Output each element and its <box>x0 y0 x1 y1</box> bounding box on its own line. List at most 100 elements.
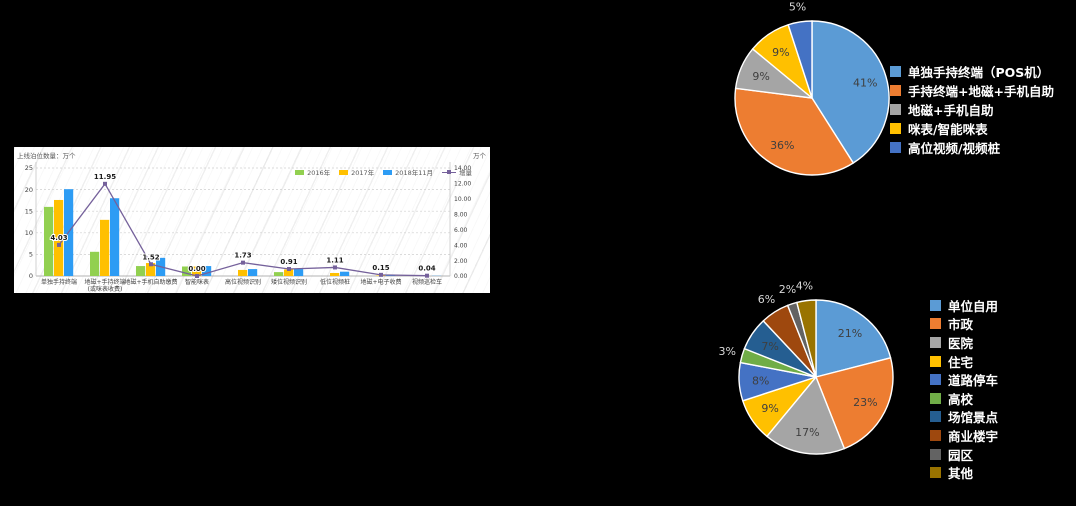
legend-swatch <box>890 104 901 115</box>
pie-slice-1 <box>815 357 894 450</box>
legend-item: 商业楼宇 <box>930 426 998 445</box>
right-axis-tick: 12.00 <box>454 181 471 188</box>
pie-percent-label: 36% <box>770 139 794 152</box>
combo-legend-item: 2017年 <box>339 167 374 177</box>
bar-0 <box>136 266 146 276</box>
legend-label: 2018年11月 <box>395 169 433 177</box>
right-axis-tick: 6.00 <box>454 227 468 234</box>
right-axis-tick: 0.00 <box>454 273 468 280</box>
x-category-label: 高位视频识别 <box>225 278 261 286</box>
right-axis-tick: 14.00 <box>454 165 471 172</box>
line-data-label: 4.03 <box>50 234 67 242</box>
left-axis-tick: 25 <box>25 164 33 172</box>
legend-swatch <box>930 448 941 460</box>
right-axis-tick: 10.00 <box>454 196 471 203</box>
legend-label: 商业楼宇 <box>948 428 999 444</box>
legend-swatch <box>890 123 901 134</box>
line-marker <box>241 260 245 265</box>
x-category-label: 矮位视频识别 <box>271 278 307 286</box>
legend-item: 高位视频/视频桩 <box>890 138 1054 157</box>
legend-item: 手持终端+地磁+手机自助 <box>890 81 1054 100</box>
pie-percent-label: 6% <box>758 293 775 306</box>
x-category-label: 地磁+手持终端 <box>84 278 125 286</box>
legend-item: 地磁+手机自助 <box>890 100 1054 119</box>
line-data-label: 0.15 <box>372 264 389 272</box>
combo-left-axis-title: 上线泊位数量：万个 <box>17 152 76 160</box>
pie-slice-4 <box>787 20 813 99</box>
combo-legend-item: 2018年11月 <box>383 167 433 177</box>
pie1-legend: 单独手持终端（POS机） 手持终端+地磁+手机自助 地磁+手机自助 咪表/智能咪表 高位… <box>890 62 1054 157</box>
right-axis-tick: 4.00 <box>454 242 468 249</box>
pie-percent-label: 9% <box>772 46 789 59</box>
legend-label: 单位自用 <box>948 298 999 314</box>
line-marker <box>333 265 337 270</box>
legend-label: 高校 <box>948 391 974 407</box>
left-axis-tick: 15 <box>25 207 33 215</box>
combo-legend-item: 增量 <box>442 167 472 177</box>
line-data-label: 0.00 <box>188 265 205 273</box>
legend-swatch <box>295 169 305 175</box>
legend-item: 咪表/智能咪表 <box>890 119 1054 138</box>
legend-swatch <box>930 411 941 423</box>
left-axis-tick: 20 <box>25 186 33 194</box>
legend-item: 市政 <box>930 315 998 334</box>
legend-swatch <box>930 392 941 404</box>
pie-chart-technology: 41% 36% 9%9% 5% <box>734 1 890 176</box>
bar-1 <box>192 266 202 276</box>
legend-swatch <box>890 66 901 77</box>
left-axis-tick: 5 <box>29 251 33 259</box>
legend-swatch <box>890 85 901 96</box>
bar-1 <box>100 219 110 276</box>
pie-percent-label: 7% <box>761 340 778 353</box>
legend-line-square <box>447 170 451 174</box>
legend-swatch <box>930 467 941 479</box>
pie-percent-label: 5% <box>789 1 806 14</box>
legend-item: 高校 <box>930 389 998 408</box>
legend-item: 场馆景点 <box>930 408 998 427</box>
line-marker <box>103 181 107 186</box>
bar-2 <box>248 269 258 276</box>
legend-item: 其他 <box>930 463 998 482</box>
bar-0 <box>90 251 100 276</box>
pie-percent-label: 2% <box>779 283 796 296</box>
legend-label: 园区 <box>948 447 974 463</box>
x-category-label: 地磁+手机自助缴费 <box>124 278 177 286</box>
bar-0 <box>182 266 192 276</box>
bar-1 <box>146 263 156 276</box>
bar-1 <box>54 199 64 276</box>
combo-legend-item: 2016年 <box>295 167 330 177</box>
pie-percent-label: 8% <box>752 374 769 387</box>
bar-2 <box>110 198 120 276</box>
bar-0 <box>44 206 54 276</box>
x-category-label: 单独手持终端 <box>41 278 77 286</box>
left-axis-tick: 0 <box>29 272 33 280</box>
legend-swatch <box>930 429 941 441</box>
pie-slice-2 <box>766 376 846 455</box>
pie-percent-label: 4% <box>796 279 813 292</box>
line-marker <box>57 242 61 247</box>
left-axis-tick: 10 <box>25 229 33 237</box>
legend-label: 增量 <box>459 169 472 177</box>
line-data-label: 1.52 <box>142 253 159 261</box>
pie-percent-label: 3% <box>719 345 736 358</box>
combo-chart: 0 5 10 15 20 25 0.00 2.00 4.00 6.00 8.00 10.00 12.00… <box>25 162 471 293</box>
line-data-label: 11.95 <box>94 173 116 181</box>
x-category-label: 视频巡检车 <box>412 278 442 286</box>
legend-item: 医院 <box>930 333 998 352</box>
pie-slice-0 <box>815 299 892 378</box>
line-data-label: 0.91 <box>280 258 297 266</box>
bar-1 <box>238 269 248 276</box>
legend-item: 单位自用 <box>930 296 998 315</box>
combo-chart-legend: 2016年 2017年 2018年11月 增量 <box>295 167 472 177</box>
line-marker <box>425 273 429 278</box>
legend-label: 场馆景点 <box>948 410 999 426</box>
legend-label: 医院 <box>948 335 974 351</box>
legend-label: 单独手持终端（POS机） <box>908 65 1050 80</box>
right-axis-tick: 2.00 <box>454 258 468 265</box>
legend-swatch <box>930 299 941 311</box>
bar-2 <box>294 269 304 276</box>
legend-item: 道路停车 <box>930 370 998 389</box>
legend-item: 住宅 <box>930 352 998 371</box>
legend-swatch <box>339 169 349 175</box>
line-marker <box>379 272 383 277</box>
